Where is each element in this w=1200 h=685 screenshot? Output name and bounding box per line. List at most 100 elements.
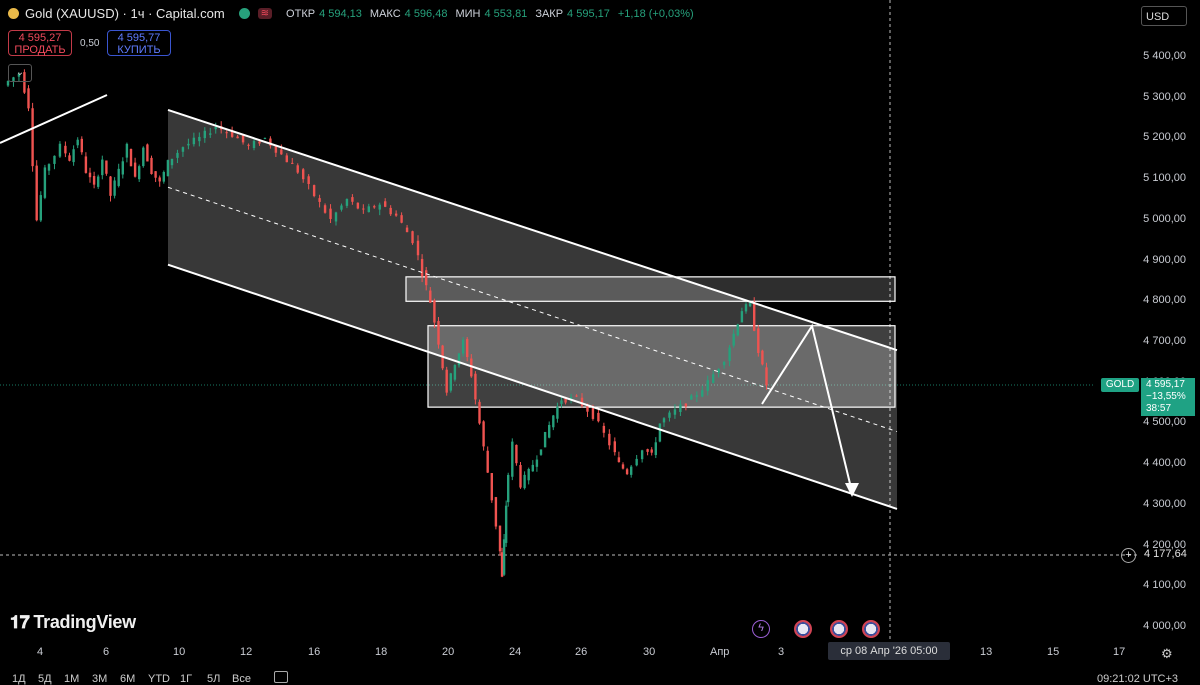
channel-mid-line (167, 186, 898, 433)
candle-body (507, 474, 510, 503)
candle-body (203, 130, 206, 139)
candle-body (765, 367, 768, 386)
candle-body (53, 155, 56, 164)
x-tick-label: 24 (509, 646, 522, 658)
y-tick-label: 4 800,00 (1143, 294, 1186, 307)
candle-body (39, 195, 42, 221)
candle-body (318, 198, 321, 202)
ohlc-key: ЗАКР (535, 7, 564, 20)
sell-button[interactable]: 4 595,27 ПРОДАТЬ (8, 30, 72, 56)
consolidation-zone (427, 325, 896, 408)
y-tick-label: 4 100,00 (1143, 579, 1186, 592)
candle-body (748, 302, 752, 307)
market-open-icon (238, 8, 250, 19)
candle-body (389, 207, 392, 215)
candle-body (625, 469, 629, 475)
candle-body (133, 162, 137, 177)
us-flag-icon[interactable] (794, 620, 812, 638)
candle-body (64, 145, 67, 154)
candle-body (640, 450, 644, 460)
lightning-icon[interactable]: ϟ (752, 620, 770, 638)
ohlc-key: МИН (455, 7, 481, 20)
buy-button[interactable]: 4 595,77 КУПИТЬ (107, 30, 171, 56)
timeframe-button[interactable]: 5Д (38, 673, 52, 685)
x-tick-label: 4 (37, 646, 44, 658)
candle-body (560, 400, 563, 404)
x-tick-label: 10 (173, 646, 186, 658)
timeframe-button[interactable]: 6М (120, 673, 136, 685)
candle-body (6, 80, 10, 86)
us-flag-icon[interactable] (862, 620, 880, 638)
timeframe-bar: 1Д 5Д 1М 3М 6М YTD 1Г 5Л Все (0, 673, 1200, 685)
sell-label: ПРОДАТЬ (14, 44, 66, 56)
y-tick-label: 4 200,00 (1143, 538, 1186, 551)
last-price: 4 595,17 (1146, 379, 1185, 390)
candle-body (394, 213, 398, 216)
candle-body (662, 418, 666, 423)
candle-body (552, 415, 555, 428)
candle-body (209, 133, 212, 135)
candle-body (646, 449, 649, 452)
y-tick-label: 4 500,00 (1143, 416, 1186, 429)
last-price-tag: 4 595,17 −13,55% 38:57 (1141, 378, 1195, 416)
candle-body (650, 449, 653, 453)
settings-gear-icon[interactable]: ⚙ (1161, 646, 1173, 661)
candle-body (690, 395, 693, 400)
timeframe-button[interactable]: YTD (148, 673, 170, 685)
candle-body (345, 199, 349, 206)
ohlc-key: ОТКР (286, 7, 316, 20)
candle-body (187, 143, 190, 146)
candle-body (429, 290, 432, 303)
candle-body (181, 147, 185, 152)
candle-body (138, 166, 141, 180)
trend-line-early (0, 94, 108, 144)
timeframe-button[interactable]: 3М (92, 673, 108, 685)
timeframe-button[interactable]: 1Г (180, 673, 193, 685)
candle-body (101, 159, 104, 176)
candle-body (362, 208, 365, 210)
timeframe-button[interactable]: Все (232, 673, 251, 685)
candle-body (84, 156, 88, 173)
y-tick-label: 5 400,00 (1143, 50, 1186, 62)
candle-body (569, 397, 573, 399)
candle-body (198, 136, 201, 142)
candle-body (88, 172, 92, 178)
candle-body (617, 457, 621, 463)
x-tick-label: Апр (710, 646, 730, 658)
candle-body (47, 164, 51, 171)
x-tick-label: 16 (308, 646, 321, 658)
live-badge: ≋ (257, 8, 273, 19)
timeframe-button[interactable]: 1Д (12, 673, 26, 685)
tradingview-watermark: 𝟏𝟕 TradingView (10, 612, 136, 633)
candle-body (466, 339, 469, 358)
timeframe-button[interactable]: 1М (64, 673, 80, 685)
candle-body (498, 525, 502, 552)
candle-body (400, 215, 403, 223)
candle-body (27, 88, 30, 109)
candle-body (166, 160, 170, 177)
us-flag-icon[interactable] (830, 620, 848, 638)
candle-body (356, 202, 360, 209)
candle-body (608, 433, 611, 446)
x-tick-label: 3 (778, 646, 785, 658)
candle-body (263, 137, 267, 139)
collapse-chevron-icon[interactable]: ⌄ (8, 64, 32, 82)
projection-path (761, 323, 853, 493)
candle-body (523, 474, 526, 489)
candle-body (367, 206, 370, 213)
candle-body (744, 304, 748, 312)
channel-upper-line (167, 108, 898, 352)
candle-body (378, 204, 381, 210)
candle-body (43, 167, 47, 198)
candle-body (630, 466, 633, 475)
timeframe-button[interactable]: 5Л (207, 673, 221, 685)
y-tick-label: 4 300,00 (1143, 497, 1186, 510)
candle-body (478, 401, 481, 424)
calendar-icon[interactable] (274, 671, 288, 683)
add-alert-icon[interactable]: + (1121, 548, 1136, 563)
candle-body (125, 143, 129, 158)
candle-body (312, 185, 316, 197)
currency-select[interactable]: USD (1141, 6, 1187, 26)
candle-body (291, 162, 294, 164)
